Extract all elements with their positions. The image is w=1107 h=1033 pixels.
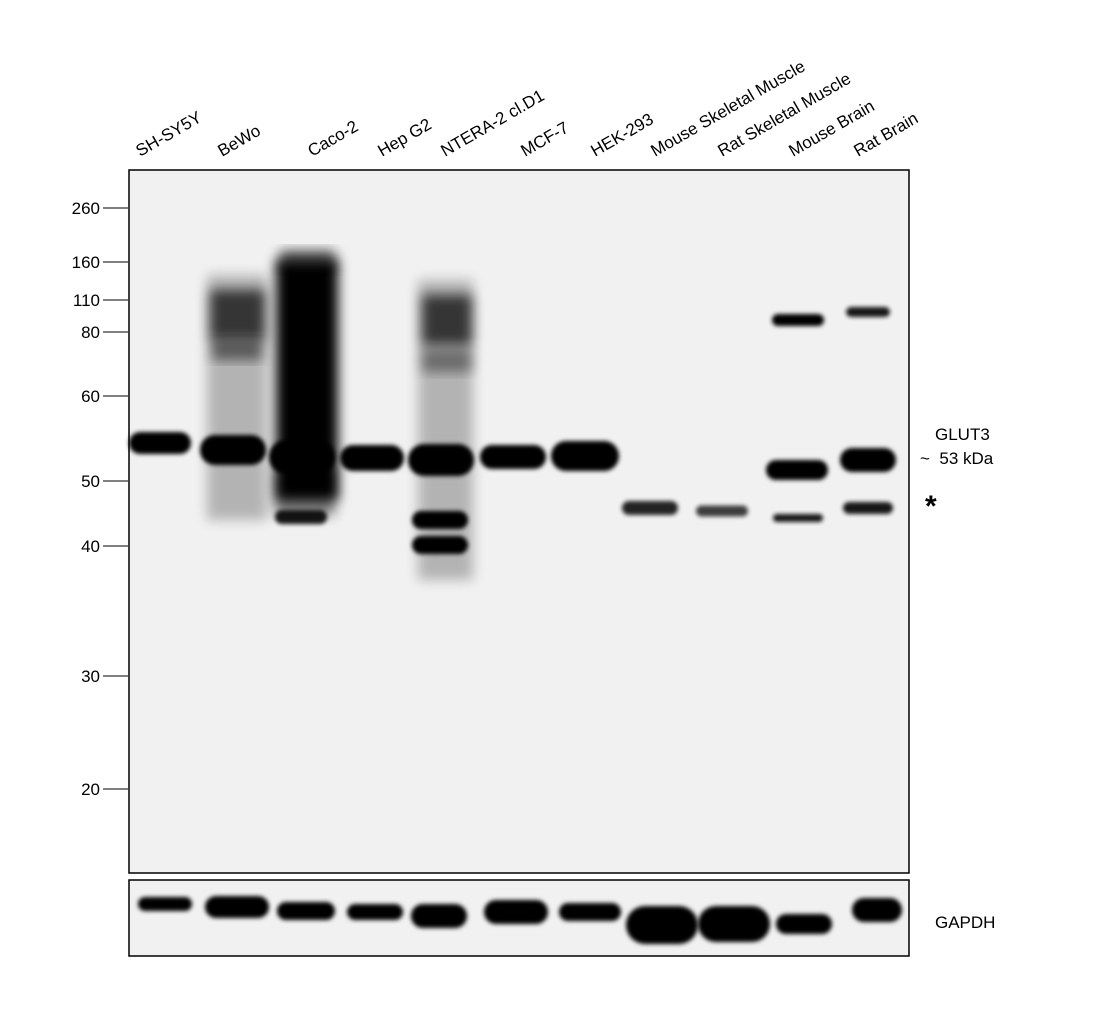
band <box>698 906 770 942</box>
band <box>412 511 468 529</box>
band <box>766 460 828 480</box>
band <box>772 314 824 326</box>
band <box>480 445 546 469</box>
loading-control-label: GAPDH <box>935 913 995 932</box>
band <box>340 445 404 471</box>
band <box>626 906 698 944</box>
asterisk: * <box>925 490 937 523</box>
smear <box>422 295 472 345</box>
band <box>277 902 335 920</box>
band <box>269 440 335 474</box>
band <box>408 444 474 476</box>
band <box>622 501 678 515</box>
bands <box>129 250 902 944</box>
band <box>275 510 327 524</box>
marker-label: 110 <box>73 291 100 310</box>
band <box>559 903 621 921</box>
marker-label: 60 <box>81 387 100 406</box>
band <box>411 904 467 928</box>
target-size: ~ 53 kDa <box>920 449 994 468</box>
lane-label: HEK-293 <box>588 110 657 161</box>
smear <box>280 250 335 270</box>
band <box>138 897 192 911</box>
lane-label: Caco-2 <box>305 117 362 161</box>
target-name: GLUT3 <box>935 425 990 444</box>
lane-label: Hep G2 <box>375 115 435 161</box>
band <box>551 441 619 471</box>
band <box>205 896 269 918</box>
marker-label: 40 <box>81 537 100 556</box>
lane-label: SH-SY5Y <box>133 108 206 161</box>
band <box>347 904 403 920</box>
lane-label: BeWo <box>215 121 264 160</box>
smear <box>275 470 335 515</box>
band <box>484 900 548 924</box>
marker-label: 260 <box>72 199 100 218</box>
smear <box>422 350 472 372</box>
band <box>200 435 266 465</box>
band <box>696 505 748 517</box>
marker-label: 160 <box>72 253 100 272</box>
marker-label: 50 <box>81 472 100 491</box>
band <box>412 536 468 554</box>
smear <box>210 290 265 340</box>
lane-label: MCF-7 <box>518 118 572 160</box>
band <box>846 307 890 317</box>
smear <box>212 340 262 360</box>
marker-label: 80 <box>81 323 100 342</box>
band <box>129 432 191 454</box>
band <box>776 914 832 934</box>
band <box>840 448 896 472</box>
marker-label: 30 <box>81 667 100 686</box>
band <box>852 898 902 922</box>
band <box>773 514 823 522</box>
band <box>843 502 893 514</box>
marker-label: 20 <box>81 780 100 799</box>
